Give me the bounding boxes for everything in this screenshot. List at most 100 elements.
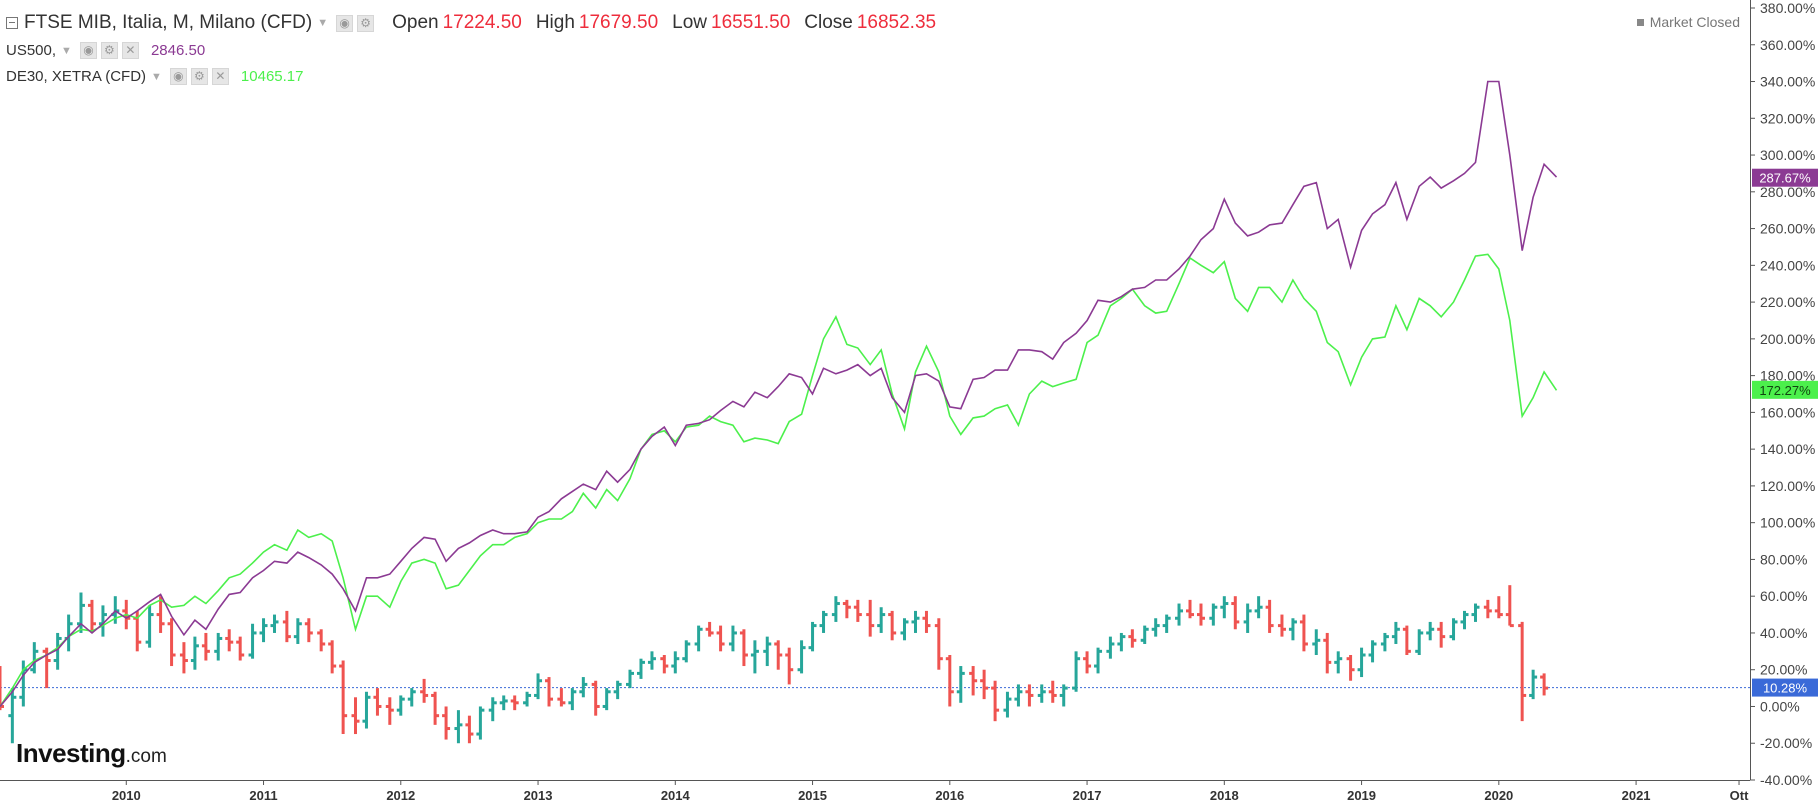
x-tick-label: 2017 bbox=[1073, 788, 1102, 803]
ohlc-bar bbox=[1072, 651, 1081, 692]
ohlc-bar bbox=[545, 677, 554, 707]
ohlc-bar bbox=[270, 614, 279, 633]
ohlc-bar bbox=[259, 618, 268, 643]
collapse-icon[interactable] bbox=[6, 17, 18, 29]
ohlc-bar bbox=[636, 658, 645, 679]
gear-icon[interactable]: ⚙ bbox=[357, 14, 375, 32]
x-tick-label: 2012 bbox=[386, 788, 415, 803]
ohlc-bar bbox=[842, 599, 851, 619]
ohlc-bar bbox=[201, 632, 210, 661]
chevron-down-icon[interactable]: ▼ bbox=[317, 17, 329, 29]
ohlc-bar bbox=[225, 629, 234, 652]
close-label: Close bbox=[804, 12, 853, 33]
x-tick-label: 2013 bbox=[524, 788, 553, 803]
ohlc-bar bbox=[1094, 647, 1103, 674]
ohlc-bar bbox=[660, 655, 669, 674]
ohlc-bar bbox=[579, 677, 588, 698]
ohlc-bar bbox=[591, 680, 600, 716]
ohlc-bar bbox=[739, 629, 748, 667]
last-value-label: 10.28% bbox=[1763, 681, 1808, 696]
last-value-label: 287.67% bbox=[1759, 171, 1811, 186]
ohlc-bar bbox=[1128, 629, 1137, 648]
ohlc-bar bbox=[911, 610, 920, 633]
ohlc-bar bbox=[853, 599, 862, 622]
ohlc-bar bbox=[1003, 691, 1012, 718]
ohlc-bar bbox=[945, 655, 954, 707]
ohlc-bar bbox=[87, 599, 96, 633]
us500-value: 2846.50 bbox=[150, 42, 206, 59]
y-tick-label: 300.00% bbox=[1760, 147, 1815, 163]
us500-line bbox=[0, 80, 1558, 708]
gear-icon[interactable]: ⚙ bbox=[100, 42, 118, 59]
market-status: Market Closed bbox=[1636, 14, 1740, 30]
brand-logo-suffix: .com bbox=[125, 746, 167, 767]
ohlc-bar bbox=[1209, 603, 1218, 626]
close-icon[interactable]: ✕ bbox=[121, 42, 139, 59]
ohlc-bar bbox=[774, 640, 783, 670]
ohlc-bar bbox=[1083, 651, 1092, 674]
x-tick-label: 2011 bbox=[249, 788, 277, 803]
ohlc-bar bbox=[442, 706, 451, 740]
ohlc-bar bbox=[1299, 614, 1308, 652]
ohlc-bar bbox=[956, 666, 965, 703]
ohlc-bar bbox=[53, 632, 62, 670]
chevron-down-icon[interactable]: ▼ bbox=[151, 70, 162, 83]
ohlc-bar bbox=[728, 625, 737, 652]
ohlc-bar bbox=[900, 618, 909, 641]
ohlc-bar bbox=[1220, 596, 1229, 619]
y-tick-label: 180.00% bbox=[1760, 368, 1815, 384]
low-value: 16551.50 bbox=[711, 12, 791, 33]
y-tick-label: 40.00% bbox=[1760, 625, 1807, 641]
ohlc-bar bbox=[866, 599, 875, 637]
ohlc-bar bbox=[214, 632, 223, 661]
ohlc-bar bbox=[396, 695, 405, 716]
main-series-legend: FTSE MIB, Italia, M, Milano (CFD) ▼ ◉ ⚙ … bbox=[6, 12, 936, 34]
ohlc-bar bbox=[1196, 603, 1205, 626]
ohlc-bar bbox=[1037, 684, 1046, 703]
x-tick-label: 2019 bbox=[1347, 788, 1376, 803]
x-tick-label: 2015 bbox=[798, 788, 827, 803]
ohlc-bar bbox=[304, 618, 313, 643]
y-tick-label: 60.00% bbox=[1760, 588, 1807, 604]
y-tick-label: 140.00% bbox=[1760, 441, 1815, 457]
brand-logo-text: Investing bbox=[16, 738, 126, 768]
ohlc-bar bbox=[373, 688, 382, 716]
close-icon[interactable]: ✕ bbox=[211, 68, 229, 85]
last-value-label: 172.27% bbox=[1759, 383, 1811, 398]
ohlc-bar bbox=[1288, 618, 1297, 641]
y-tick-label: 320.00% bbox=[1760, 110, 1815, 126]
y-tick-label: 240.00% bbox=[1760, 257, 1815, 273]
ohlc-bar bbox=[1402, 625, 1411, 656]
ohlc-bar bbox=[1334, 651, 1343, 674]
ohlc-bar bbox=[534, 673, 543, 700]
eye-icon[interactable]: ◉ bbox=[336, 14, 354, 32]
y-tick-label: 340.00% bbox=[1760, 74, 1815, 90]
ohlc-bar bbox=[385, 697, 394, 725]
chevron-down-icon[interactable]: ▼ bbox=[61, 44, 72, 57]
de30-value: 10465.17 bbox=[240, 68, 304, 85]
ohlc-bar bbox=[1529, 669, 1538, 700]
ohlc-bar bbox=[510, 695, 519, 711]
ohlc-bar bbox=[991, 680, 1000, 722]
ohlc-bar bbox=[626, 669, 634, 689]
eye-icon[interactable]: ◉ bbox=[169, 68, 187, 85]
ohlc-bar bbox=[1243, 603, 1252, 633]
ohlc-bar bbox=[317, 629, 326, 652]
ohlc-bar bbox=[1117, 632, 1126, 652]
ohlc-bar bbox=[785, 647, 794, 685]
ohlc-bar bbox=[145, 605, 154, 648]
ohlc-bar bbox=[488, 697, 497, 722]
ohlc-bar bbox=[431, 691, 440, 725]
eye-icon[interactable]: ◉ bbox=[79, 42, 97, 59]
ohlc-bar bbox=[1186, 599, 1194, 619]
ohlc-bar bbox=[454, 710, 463, 744]
ohlc-bar bbox=[1518, 621, 1527, 722]
ohlc-bar bbox=[8, 688, 17, 744]
y-tick-label: -40.00% bbox=[1760, 772, 1812, 788]
brand-logo: Investing.com bbox=[16, 738, 167, 769]
y-tick-label: -20.00% bbox=[1760, 735, 1812, 751]
gear-icon[interactable]: ⚙ bbox=[190, 68, 208, 85]
us500-name: US500, bbox=[6, 42, 57, 59]
ohlc-bar bbox=[1380, 632, 1389, 652]
